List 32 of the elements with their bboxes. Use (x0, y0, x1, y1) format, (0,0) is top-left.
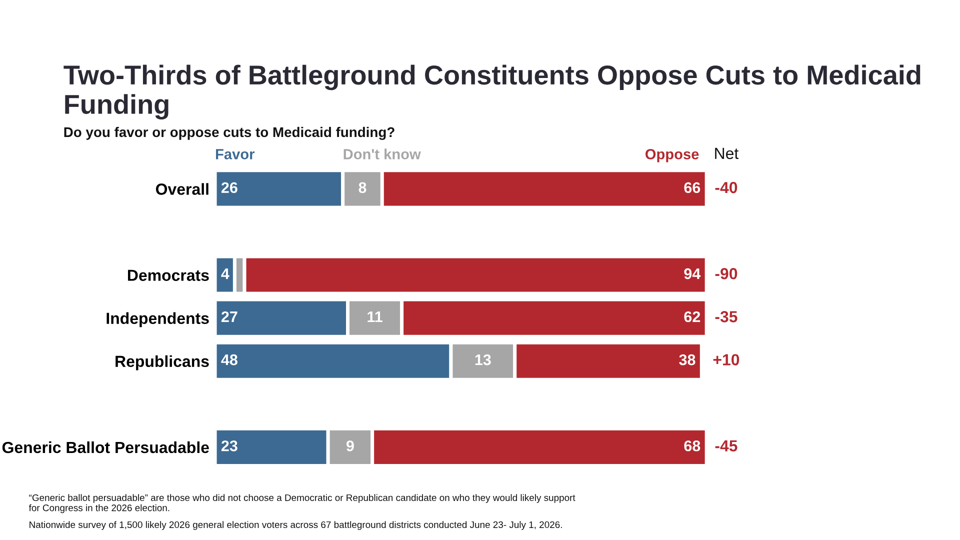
chart-subtitle: Do you favor or oppose cuts to Medicaid funding? (64, 126, 394, 140)
data-label: 27 (221, 311, 238, 322)
data-label: 23 (221, 440, 238, 452)
data-label: 4 (221, 268, 230, 279)
text: -45 (715, 440, 738, 452)
data-label: 66 (684, 182, 700, 194)
series-label: Don't know (344, 148, 421, 160)
text: -40 (715, 182, 738, 194)
data-label: 8 (358, 182, 366, 194)
data-label: 38 (679, 354, 696, 366)
text: Nationwide survey of 1,500 likely 2026 general election voters across 67 battleground districts conducted June 23- July 1, 2026. (30, 521, 562, 530)
y-tick-label: Republicans (116, 355, 209, 370)
data-label: 48 (221, 354, 238, 366)
text: -35 (715, 311, 738, 322)
series-label: Favor (216, 149, 255, 160)
chart-title: Two-Thirds of Battleground Constituents Oppose Cuts to Medicaid Funding (64, 64, 920, 120)
data-label: 13 (475, 354, 491, 366)
data-label: 68 (684, 440, 700, 452)
y-tick-label: Overall (156, 183, 208, 195)
data-label: 9 (346, 440, 354, 452)
text: “Generic ballot persuadable” are those who did not choose a Democratic or Republican candidate on who they would likely support for Congress in the 2026 election. (28, 494, 576, 514)
text: -90 (715, 268, 738, 280)
data-label: 94 (684, 268, 701, 280)
data-label: 11 (368, 312, 382, 322)
data-label: 62 (684, 311, 700, 322)
text: Net (715, 148, 739, 160)
text: +10 (713, 354, 740, 366)
data-label: 26 (221, 182, 238, 194)
y-tick-label: Independents (106, 312, 209, 328)
series-label: Oppose (646, 149, 699, 162)
y-tick-label: Democrats (128, 270, 209, 281)
y-tick-label: Generic Ballot Persuadable (2, 441, 209, 454)
